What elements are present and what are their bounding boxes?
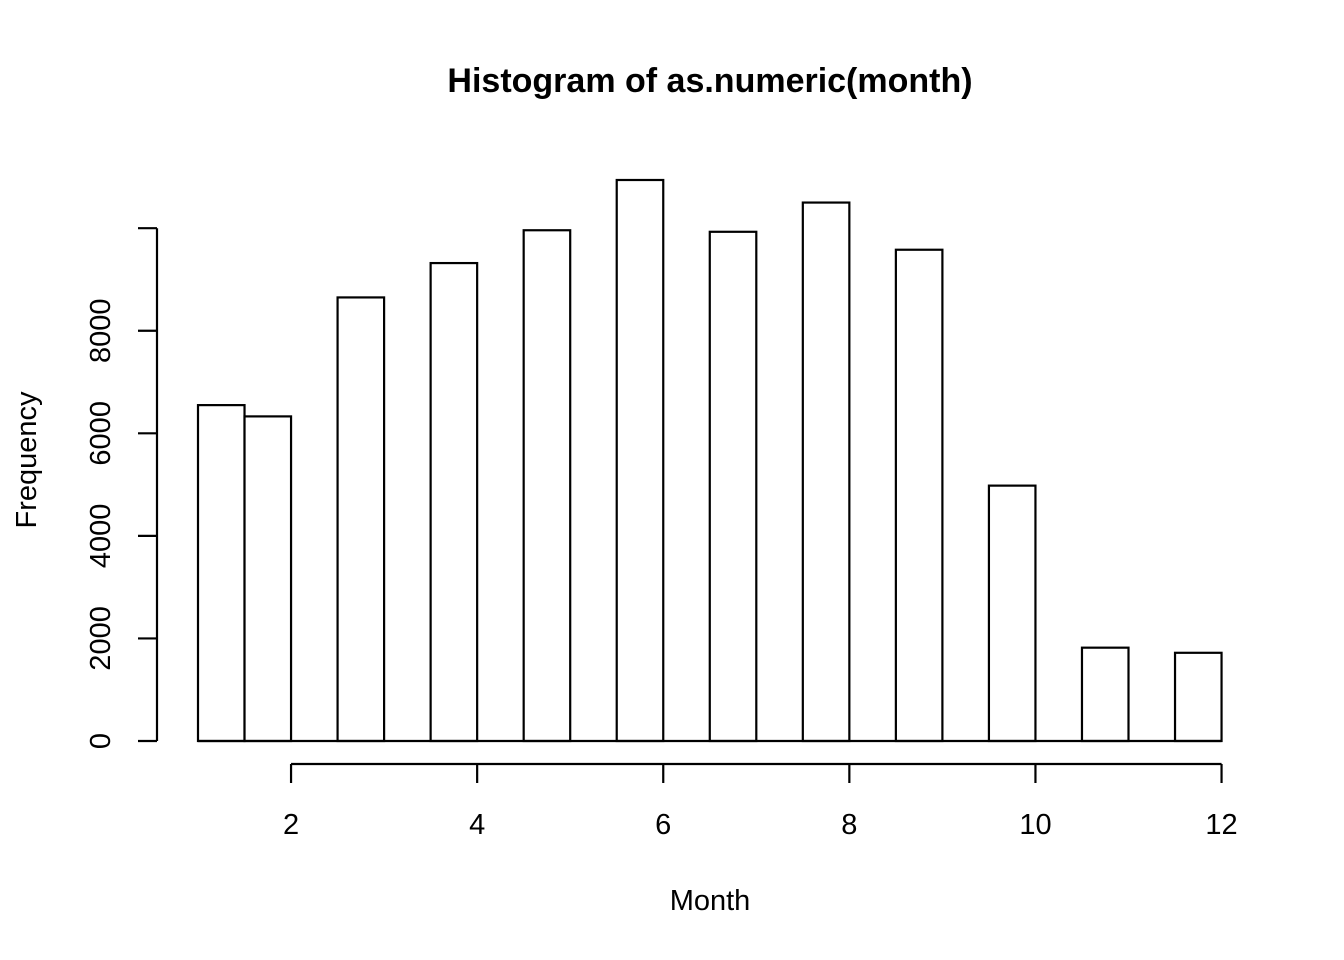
histogram-bar <box>801 201 851 743</box>
histogram-bar <box>1080 646 1130 743</box>
histogram-bar <box>615 178 665 743</box>
histogram-bar <box>243 415 293 743</box>
bars-group <box>196 178 1223 743</box>
histogram-bar <box>894 248 944 743</box>
histogram-bar <box>708 230 758 743</box>
y-tick-label: 6000 <box>85 401 117 466</box>
x-tick-label: 12 <box>1205 809 1237 841</box>
x-tick-label: 2 <box>283 809 299 841</box>
x-tick-label: 4 <box>469 809 485 841</box>
histogram-bar <box>1173 651 1223 743</box>
x-axis-title: Month <box>670 885 751 917</box>
y-tick-label: 8000 <box>85 299 117 364</box>
histogram-bar <box>196 404 246 743</box>
y-tick-label: 0 <box>85 733 117 749</box>
histogram-bar <box>336 296 386 743</box>
y-tick-label: 4000 <box>85 504 117 569</box>
x-tick-label: 10 <box>1019 809 1051 841</box>
x-axis: 2 4 6 8 10 12 <box>283 762 1238 841</box>
y-axis-title: Frequency <box>11 391 43 529</box>
y-axis: 0 2000 4000 6000 8000 <box>85 227 159 749</box>
histogram-bar <box>429 261 479 743</box>
chart-title: Histogram of as.numeric(month) <box>447 62 972 100</box>
x-tick-label: 6 <box>655 809 671 841</box>
y-tick-label: 2000 <box>85 606 117 671</box>
histogram-bar <box>987 484 1037 743</box>
histogram-bar <box>522 229 572 743</box>
x-tick-label: 8 <box>841 809 857 841</box>
